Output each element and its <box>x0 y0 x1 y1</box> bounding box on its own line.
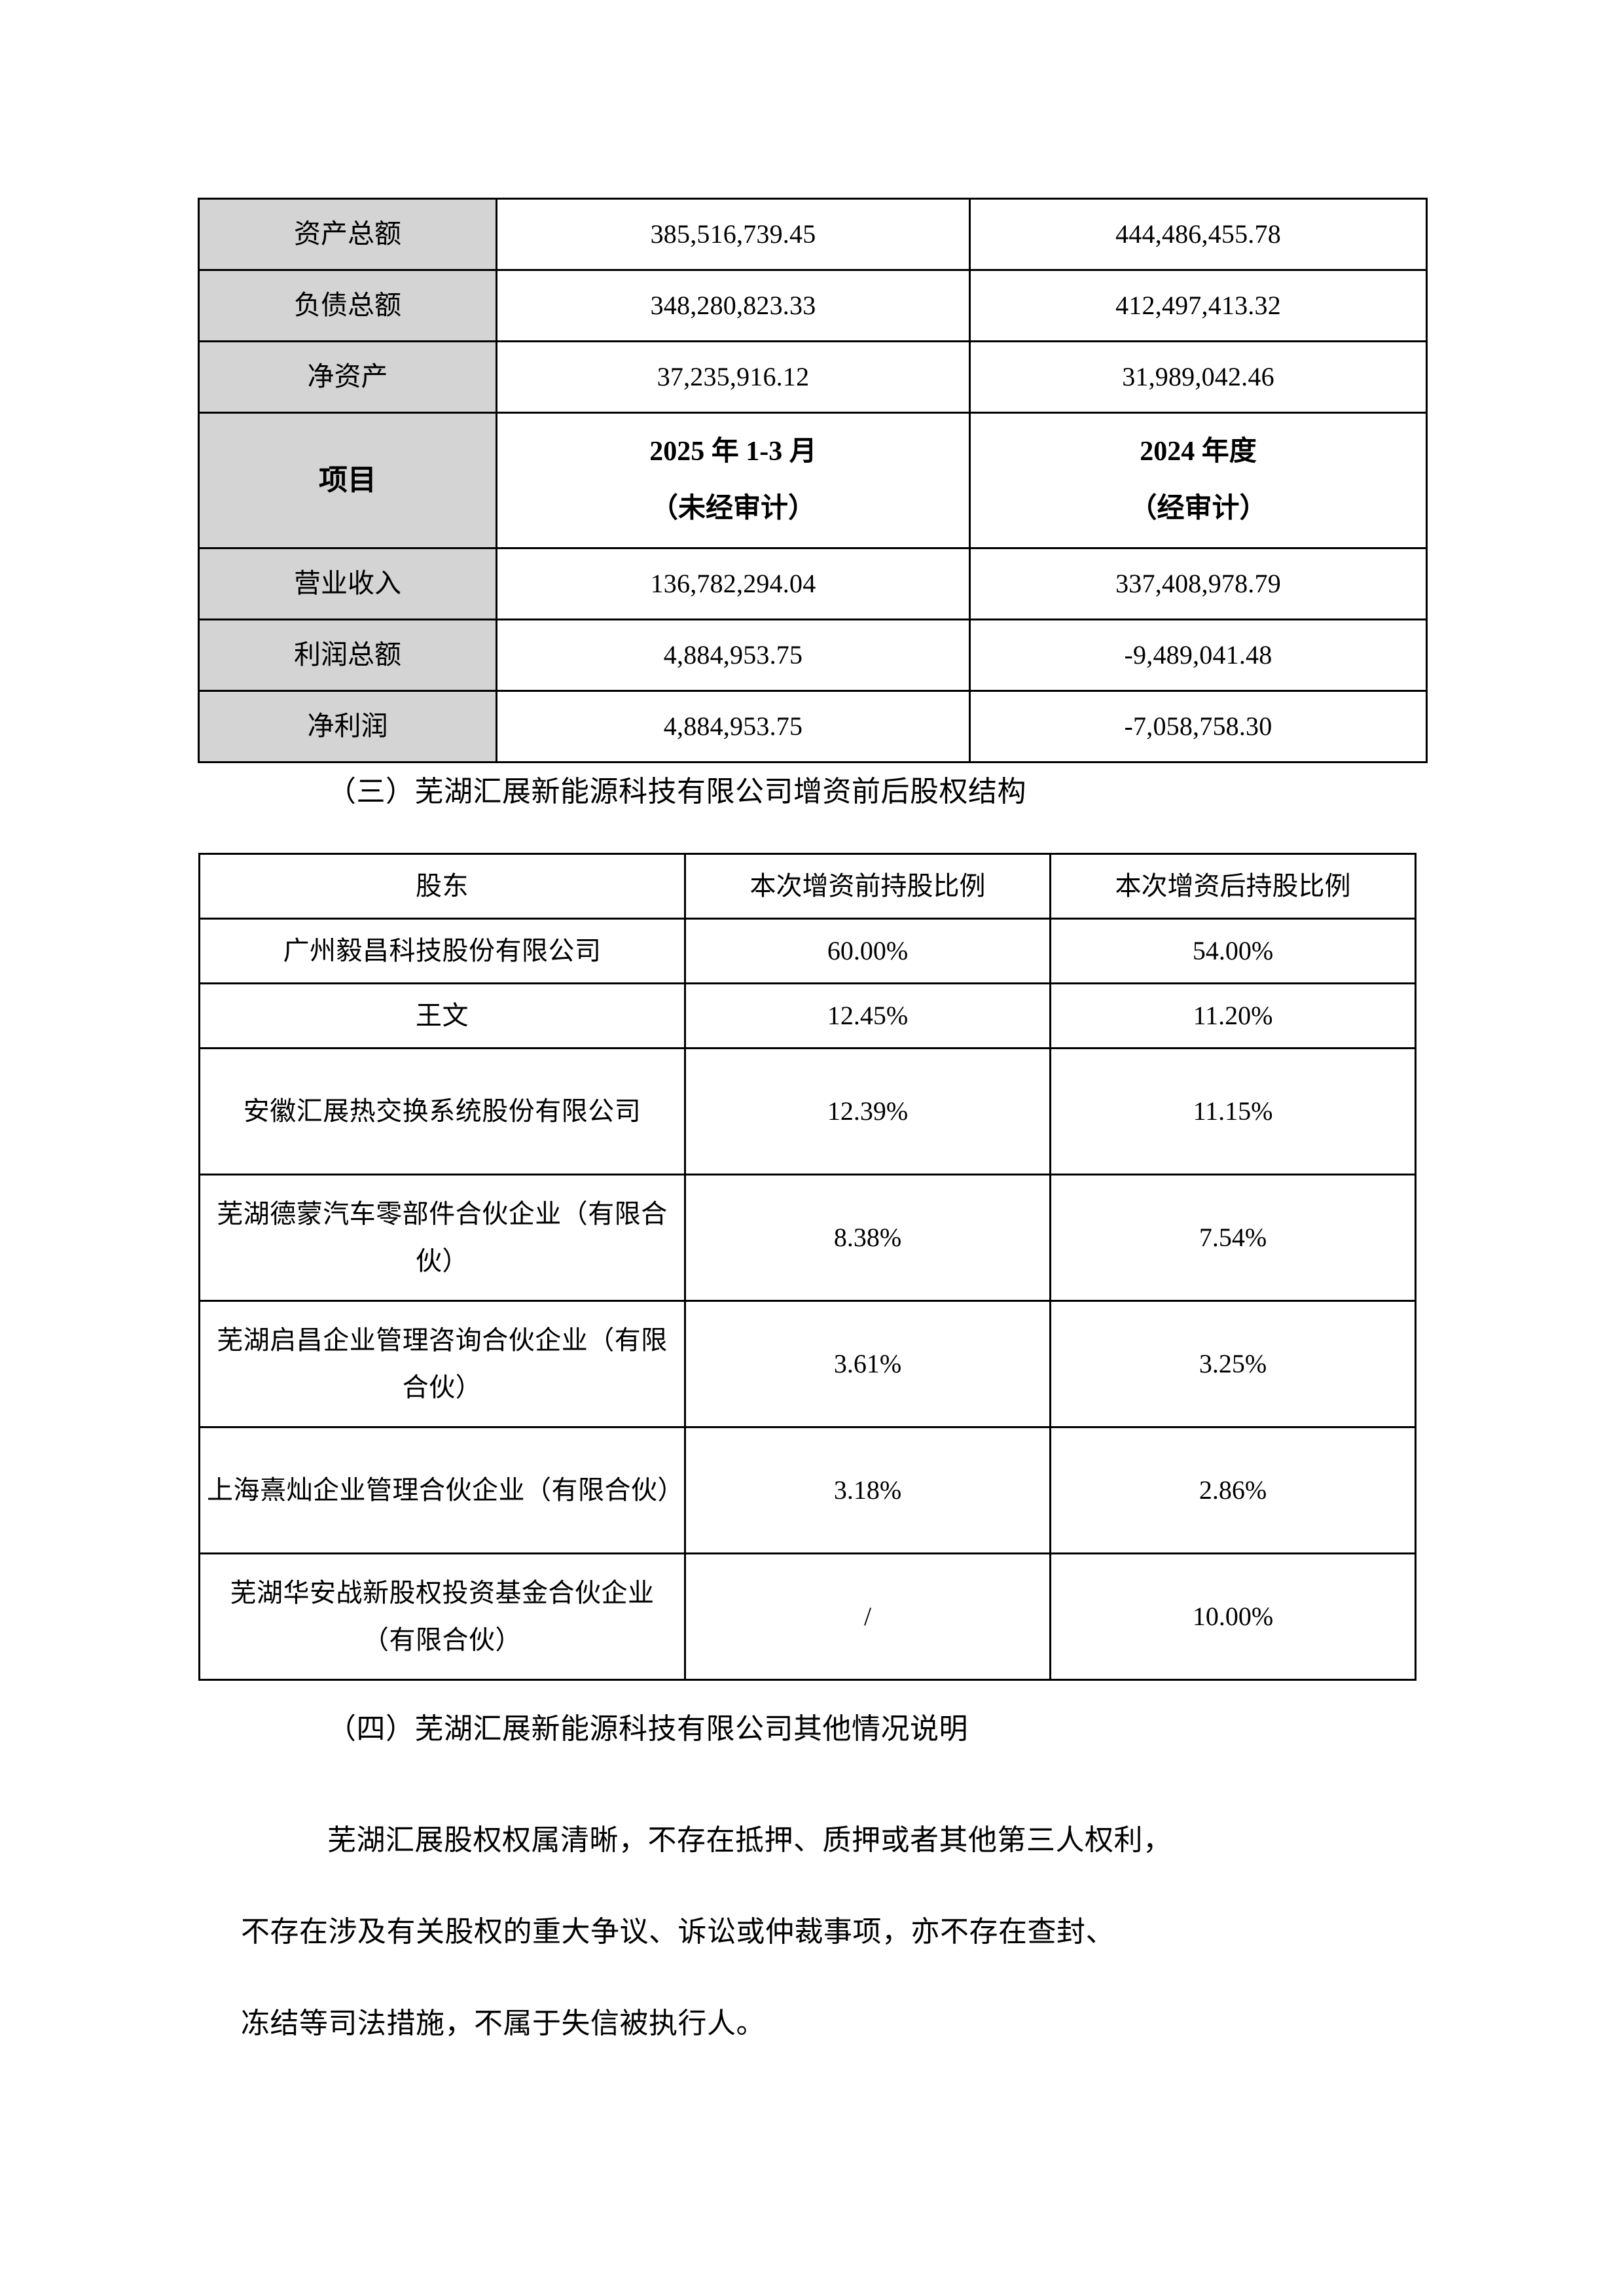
cell-net-assets-fy-2024: 31,989,042.46 <box>969 340 1428 414</box>
shareholder-name: 芜湖华安战新股权投资基金合伙企业（有限合伙） <box>198 1552 686 1681</box>
shareholder-ratio-before: 12.45% <box>684 982 1051 1049</box>
shareholder-ratio-before: 60.00% <box>684 918 1051 984</box>
paragraph-line-3: 冻结等司法措施，不属于失信被执行人。 <box>241 2007 765 2039</box>
shareholder-name: 芜湖德蒙汽车零部件合伙企业（有限合伙） <box>198 1174 686 1302</box>
period-col2-line2: （经审计） <box>1129 493 1267 524</box>
table-row: 芜湖德蒙汽车零部件合伙企业（有限合伙） 8.38% 7.54% <box>198 1174 1416 1302</box>
row-label-net-profit: 净利润 <box>198 690 497 763</box>
table-row: 利润总额 4,884,953.75 -9,489,041.48 <box>198 619 1428 692</box>
table-row: 芜湖启昌企业管理咨询合伙企业（有限合伙） 3.61% 3.25% <box>198 1300 1416 1428</box>
cell-net-assets-q1-2025: 37,235,916.12 <box>496 340 971 414</box>
shareholder-ratio-after: 2.86% <box>1049 1426 1416 1554</box>
table-period-header-row: 项目 2025 年 1-3 月 （未经审计） 2024 年度 （经审计） <box>198 412 1428 549</box>
section-heading-four: （四）芜湖汇展新能源科技有限公司其他情况说明 <box>327 1713 968 1745</box>
table-row: 芜湖华安战新股权投资基金合伙企业（有限合伙） / 10.00% <box>198 1552 1416 1681</box>
cell-total-liabilities-q1-2025: 348,280,823.33 <box>496 269 971 342</box>
period-col2-line1: 2024 年度 <box>1140 437 1257 467</box>
column-header-q1-2025: 2025 年 1-3 月 （未经审计） <box>496 412 971 549</box>
equity-structure-table: 股东 本次增资前持股比例 本次增资后持股比例 广州毅昌科技股份有限公司 60.0… <box>198 853 1416 1681</box>
table-row: 资产总额 385,516,739.45 444,486,455.78 <box>198 198 1428 271</box>
shareholder-name: 上海熹灿企业管理合伙企业（有限合伙） <box>198 1426 686 1554</box>
paragraph-line-1: 芜湖汇展股权权属清晰，不存在抵押、质押或者其他第三人权利， <box>327 1824 1172 1856</box>
table-row: 广州毅昌科技股份有限公司 60.00% 54.00% <box>198 918 1416 984</box>
shareholder-ratio-before: / <box>684 1552 1051 1681</box>
table-row: 安徽汇展热交换系统股份有限公司 12.39% 11.15% <box>198 1047 1416 1175</box>
column-header-before-ratio: 本次增资前持股比例 <box>684 853 1051 920</box>
cell-total-liabilities-fy-2024: 412,497,413.32 <box>969 269 1428 342</box>
table-row: 上海熹灿企业管理合伙企业（有限合伙） 3.18% 2.86% <box>198 1426 1416 1554</box>
table-row: 净利润 4,884,953.75 -7,058,758.30 <box>198 690 1428 763</box>
financial-summary-table: 资产总额 385,516,739.45 444,486,455.78 负债总额 … <box>198 198 1428 763</box>
row-label-total-profit: 利润总额 <box>198 619 497 692</box>
table-header-row: 股东 本次增资前持股比例 本次增资后持股比例 <box>198 853 1416 920</box>
shareholder-name: 王文 <box>198 982 686 1049</box>
table-row: 王文 12.45% 11.20% <box>198 982 1416 1049</box>
shareholder-ratio-after: 54.00% <box>1049 918 1416 984</box>
shareholder-name: 广州毅昌科技股份有限公司 <box>198 918 686 984</box>
shareholder-ratio-before: 3.18% <box>684 1426 1051 1554</box>
cell-operating-revenue-q1-2025: 136,782,294.04 <box>496 547 971 620</box>
shareholder-name: 芜湖启昌企业管理咨询合伙企业（有限合伙） <box>198 1300 686 1428</box>
shareholder-ratio-after: 10.00% <box>1049 1552 1416 1681</box>
row-label-net-assets: 净资产 <box>198 340 497 414</box>
shareholder-ratio-before: 8.38% <box>684 1174 1051 1302</box>
row-label-total-assets: 资产总额 <box>198 198 497 271</box>
row-label-total-liabilities: 负债总额 <box>198 269 497 342</box>
table-row: 营业收入 136,782,294.04 337,408,978.79 <box>198 547 1428 620</box>
shareholder-name: 安徽汇展热交换系统股份有限公司 <box>198 1047 686 1175</box>
cell-total-assets-fy-2024: 444,486,455.78 <box>969 198 1428 271</box>
section-heading-three: （三）芜湖汇展新能源科技有限公司增资前后股权结构 <box>327 776 1026 808</box>
period-col1-line1: 2025 年 1-3 月 <box>649 437 817 467</box>
cell-net-profit-fy-2024: -7,058,758.30 <box>969 690 1428 763</box>
period-col1-line2: （未经审计） <box>650 493 816 524</box>
shareholder-ratio-after: 3.25% <box>1049 1300 1416 1428</box>
cell-total-profit-q1-2025: 4,884,953.75 <box>496 619 971 692</box>
cell-net-profit-q1-2025: 4,884,953.75 <box>496 690 971 763</box>
column-header-after-ratio: 本次增资后持股比例 <box>1049 853 1416 920</box>
column-header-fy-2024: 2024 年度 （经审计） <box>969 412 1428 549</box>
cell-total-profit-fy-2024: -9,489,041.48 <box>969 619 1428 692</box>
shareholder-ratio-after: 7.54% <box>1049 1174 1416 1302</box>
table-row: 净资产 37,235,916.12 31,989,042.46 <box>198 340 1428 414</box>
cell-operating-revenue-fy-2024: 337,408,978.79 <box>969 547 1428 620</box>
cell-total-assets-q1-2025: 385,516,739.45 <box>496 198 971 271</box>
shareholder-ratio-after: 11.20% <box>1049 982 1416 1049</box>
table-row: 负债总额 348,280,823.33 412,497,413.32 <box>198 269 1428 342</box>
column-header-shareholder: 股东 <box>198 853 686 920</box>
paragraph-line-2: 不存在涉及有关股权的重大争议、诉讼或仲裁事项，亦不存在查封、 <box>241 1916 1115 1948</box>
shareholder-ratio-before: 3.61% <box>684 1300 1051 1428</box>
shareholder-ratio-after: 11.15% <box>1049 1047 1416 1175</box>
row-label-operating-revenue: 营业收入 <box>198 547 497 620</box>
column-header-item: 项目 <box>198 412 497 549</box>
shareholder-ratio-before: 12.39% <box>684 1047 1051 1175</box>
